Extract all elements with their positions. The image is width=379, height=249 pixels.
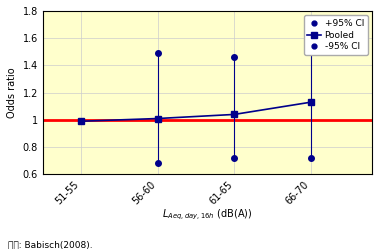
Text: 자료: Babisch(2008).: 자료: Babisch(2008). — [8, 240, 92, 249]
X-axis label: $L_{Aeq,day,16h}$ (dB(A)): $L_{Aeq,day,16h}$ (dB(A)) — [162, 208, 253, 222]
Y-axis label: Odds ratio: Odds ratio — [7, 67, 17, 118]
Legend: +95% CI, Pooled, -95% CI: +95% CI, Pooled, -95% CI — [304, 15, 368, 55]
